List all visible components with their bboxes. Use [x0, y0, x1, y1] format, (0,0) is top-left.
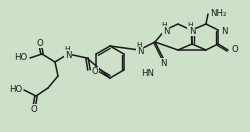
- Text: HO: HO: [9, 84, 22, 93]
- Text: O: O: [92, 67, 99, 77]
- Text: O: O: [231, 46, 238, 55]
- Text: HO: HO: [14, 53, 27, 62]
- Text: H: H: [64, 46, 70, 52]
- Text: H: H: [161, 22, 167, 28]
- Text: NH₂: NH₂: [210, 8, 226, 18]
- Text: HN: HN: [141, 70, 154, 79]
- Text: O: O: [36, 39, 44, 48]
- Text: N: N: [163, 27, 169, 36]
- Text: N: N: [221, 27, 228, 36]
- Text: O: O: [30, 105, 38, 114]
- Text: N: N: [160, 58, 166, 67]
- Text: N: N: [137, 48, 143, 56]
- Text: H: H: [136, 42, 142, 48]
- Text: H: H: [187, 22, 193, 28]
- Text: N: N: [189, 27, 195, 36]
- Text: N: N: [65, 51, 71, 60]
